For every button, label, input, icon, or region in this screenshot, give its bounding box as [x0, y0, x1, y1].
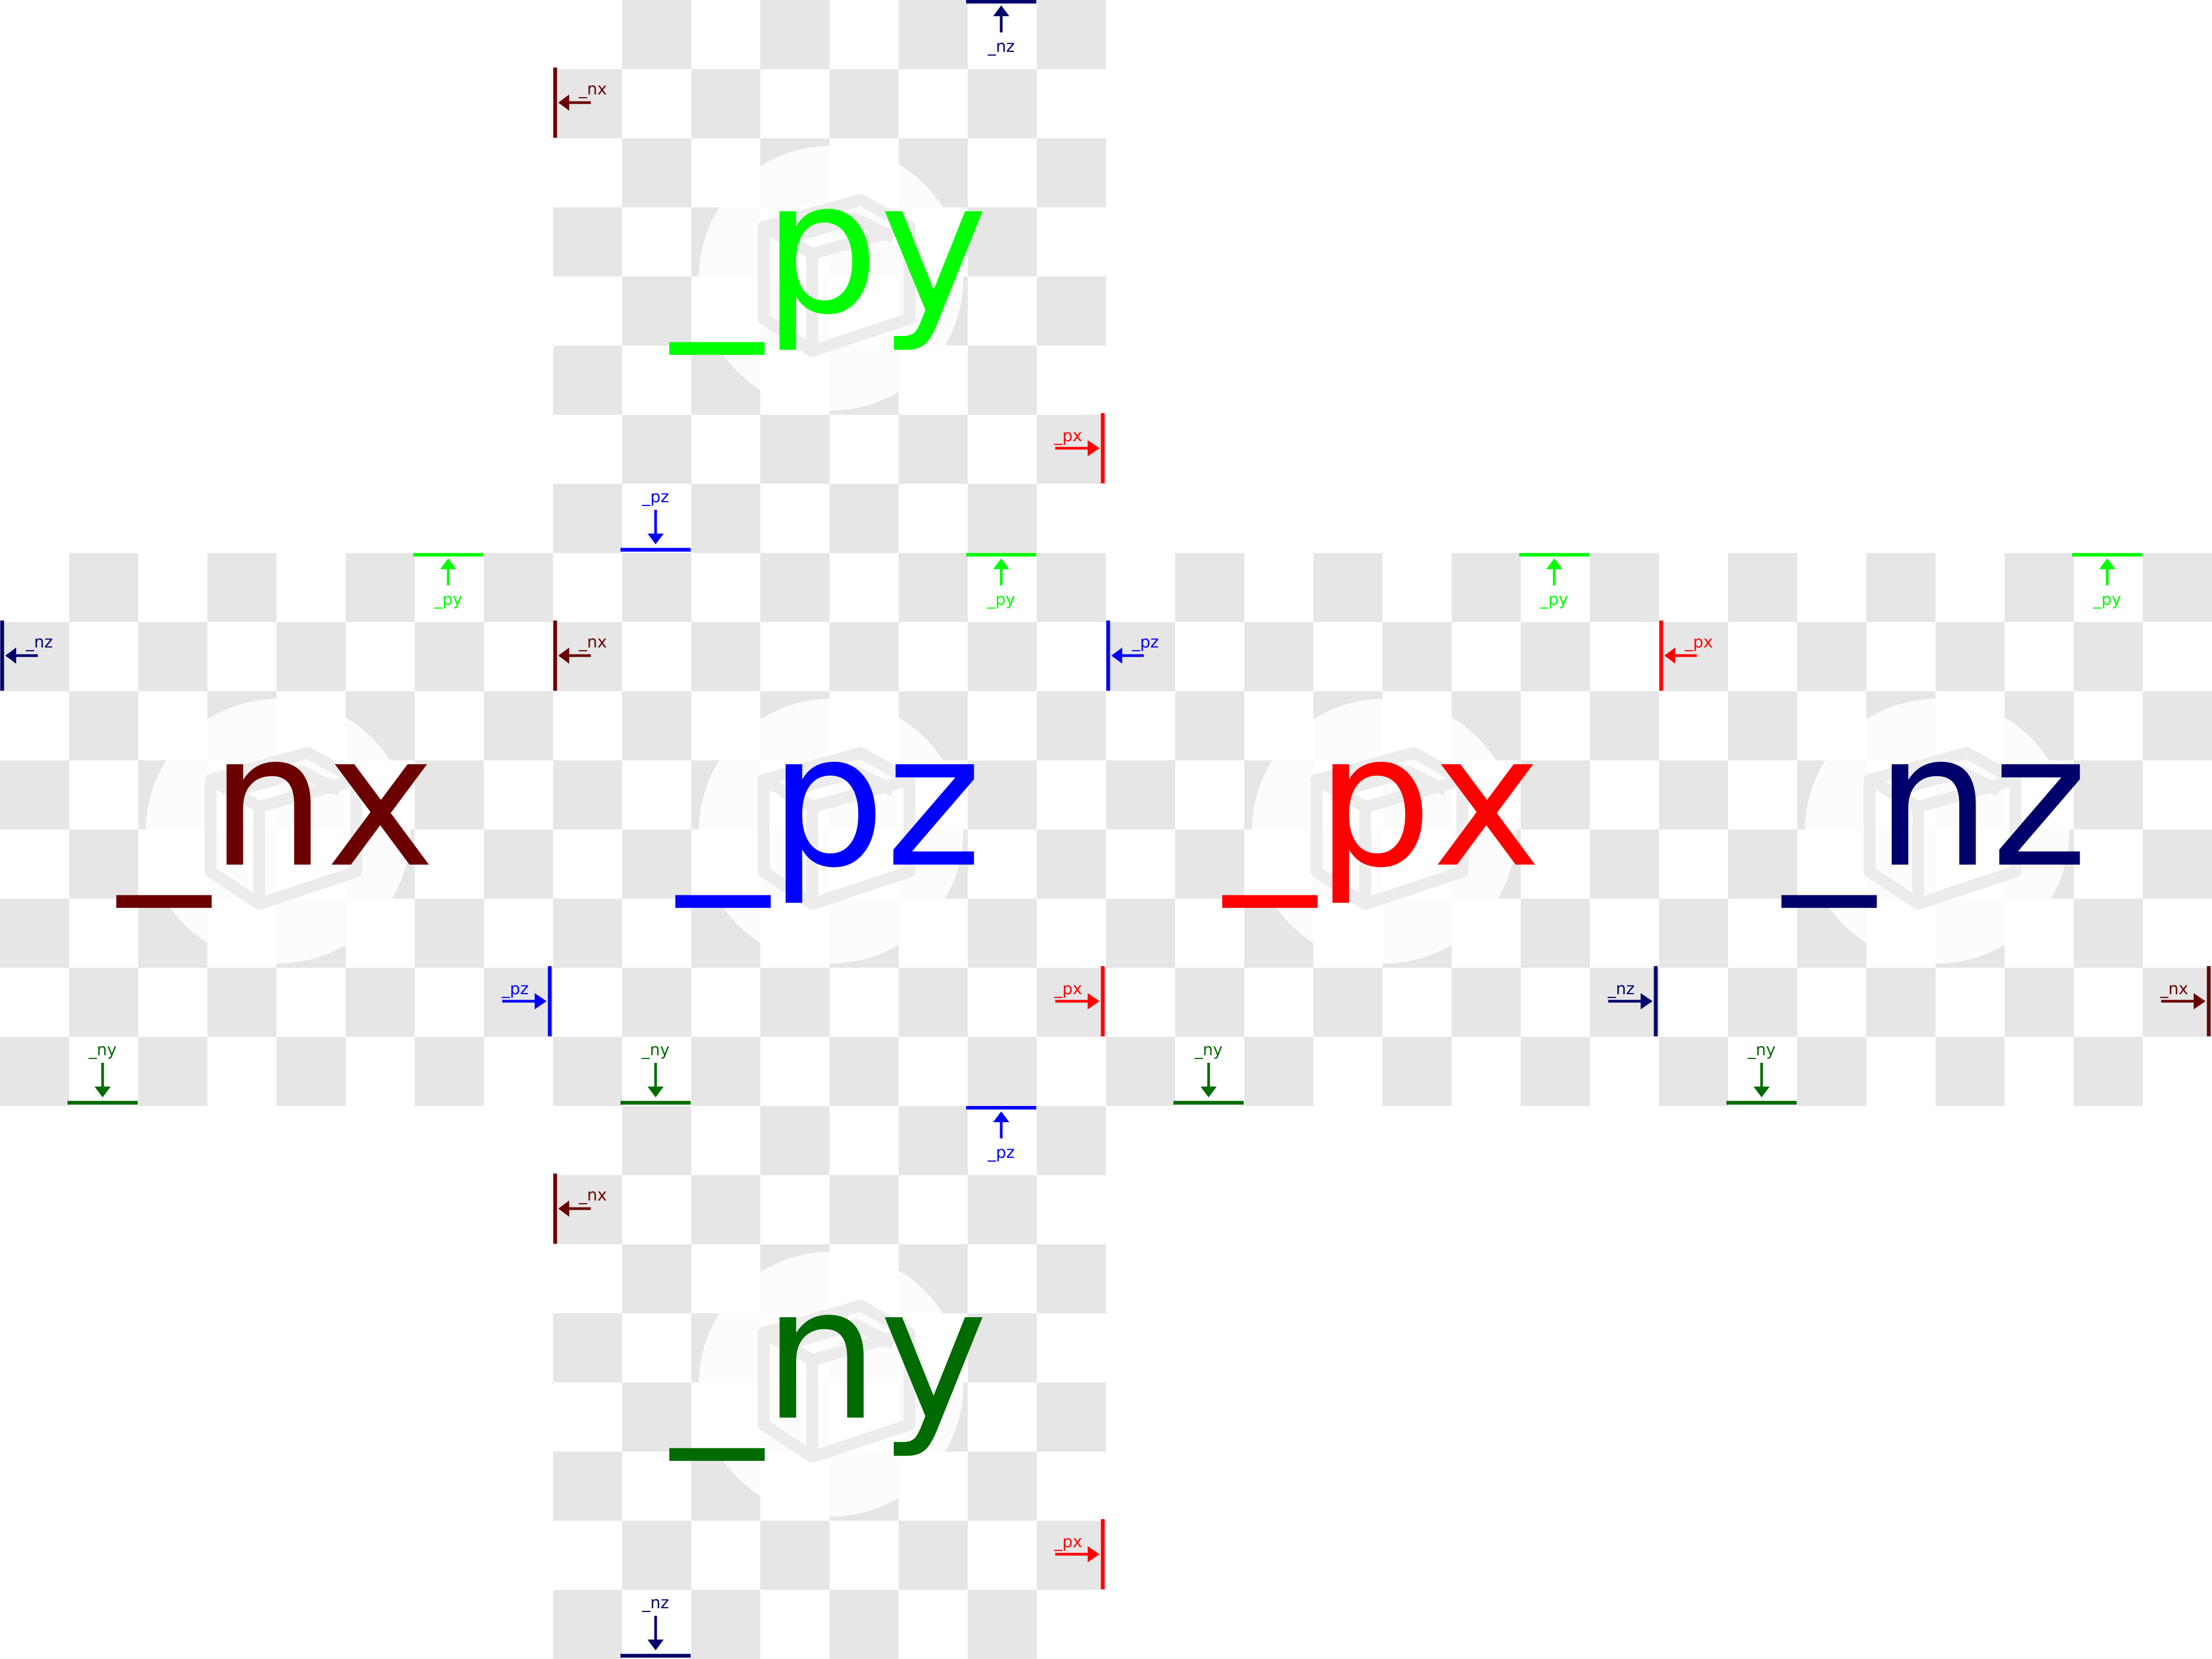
cube-logo-icon — [758, 194, 915, 357]
face-pz: _pz _py _nx _px _ny — [553, 553, 1106, 1106]
edge-marker-label: _px — [1684, 633, 1713, 652]
edge-marker-label: _px — [1054, 1533, 1082, 1552]
edge-marker-label: _ny — [88, 1041, 117, 1060]
arrow-icon: _pz — [966, 1106, 1036, 1162]
edge-marker-label: _nx — [2160, 980, 2188, 999]
cube-logo-icon — [205, 747, 362, 910]
edge-marker-label: _nz — [642, 1594, 669, 1613]
edge-marker-label: _nz — [1607, 980, 1635, 999]
edge-marker-label: _py — [1540, 590, 1568, 609]
arrow-icon: _pz — [501, 966, 552, 1036]
face-label-py: _py — [671, 141, 988, 355]
face-nx: _nx _py _nz _pz _ny — [0, 553, 553, 1106]
cube-logo-icon — [699, 146, 963, 410]
edge-marker-bottom: _ny — [68, 1039, 138, 1106]
arrow-icon: _nz — [966, 0, 1036, 56]
arrow-icon: _nx — [2160, 966, 2211, 1036]
edge-marker-right: _nx — [2160, 966, 2212, 1036]
edge-marker-label: _px — [1054, 427, 1082, 446]
edge-marker-right: _nz — [1607, 966, 1659, 1036]
edge-marker-left: _px — [1659, 621, 1718, 691]
edge-marker-bottom: _ny — [1727, 1039, 1797, 1106]
arrow-icon: _px — [1054, 966, 1105, 1036]
cube-logo-icon — [1864, 747, 2021, 910]
edge-marker-label: _pz — [642, 488, 669, 507]
arrow-icon: _nz — [0, 621, 53, 691]
edge-marker-label: _ny — [1747, 1041, 1776, 1060]
edge-marker-bottom: _ny — [1174, 1039, 1244, 1106]
arrow-icon: _ny — [68, 1041, 138, 1105]
arrow-icon: _nx — [553, 1174, 607, 1244]
cube-logo-icon — [758, 747, 915, 910]
edge-marker-label: _py — [987, 590, 1015, 609]
face-nz: _nz _py _px _nx _ny — [1659, 553, 2212, 1106]
arrow-icon: _pz — [621, 488, 691, 552]
cube-logo-icon — [1252, 699, 1516, 963]
edge-marker-label: _nz — [987, 37, 1015, 56]
face-px: _px _py _pz _nz _ny — [1106, 553, 1659, 1106]
edge-marker-right: _pz — [501, 966, 553, 1036]
cube-logo-icon — [699, 699, 963, 963]
arrow-icon: _pz — [1106, 621, 1159, 691]
edge-marker-label: _px — [1054, 980, 1082, 999]
edge-marker-top: _pz — [966, 1106, 1036, 1165]
face-label-px: _px — [1224, 694, 1541, 908]
arrow-icon: _ny — [1174, 1041, 1244, 1105]
arrow-icon: _py — [1519, 553, 1589, 609]
cube-logo-icon — [146, 699, 410, 963]
edge-marker-left: _nz — [0, 621, 59, 691]
edge-marker-label: _py — [434, 590, 462, 609]
edge-marker-right: _px — [1054, 1519, 1106, 1589]
cube-logo-icon — [1805, 699, 2069, 963]
arrow-icon: _nz — [1607, 966, 1658, 1036]
face-py: _py _nz _nx _px _pz — [553, 0, 1106, 553]
edge-marker-left: _nx — [553, 621, 612, 691]
arrow-icon: _py — [413, 553, 483, 609]
cube-logo-icon — [699, 1252, 963, 1516]
edge-marker-top: _py — [2072, 553, 2142, 612]
edge-marker-label: _ny — [641, 1041, 670, 1060]
edge-marker-label: _pz — [501, 980, 529, 999]
arrow-icon: _py — [2072, 553, 2142, 609]
face-label-nz: _nz — [1783, 694, 2088, 908]
arrow-icon: _nz — [621, 1594, 691, 1658]
edge-marker-left: _nx — [553, 1174, 612, 1244]
arrow-icon: _py — [966, 553, 1036, 609]
edge-marker-label: _py — [2093, 590, 2121, 609]
edge-marker-bottom: _ny — [621, 1039, 691, 1106]
edge-marker-label: _nx — [578, 80, 607, 99]
face-label-nx: _nx — [118, 694, 435, 908]
arrow-icon: _ny — [621, 1041, 691, 1105]
cube-logo-icon — [758, 1300, 915, 1463]
edge-marker-label: _nz — [25, 633, 53, 652]
edge-marker-top: _py — [413, 553, 483, 612]
edge-marker-top: _py — [1519, 553, 1589, 612]
face-label-ny: _ny — [671, 1247, 988, 1461]
arrow-icon: _ny — [1727, 1041, 1797, 1105]
edge-marker-right: _px — [1054, 413, 1106, 483]
face-ny: _ny _pz _nx _px _nz — [553, 1106, 1106, 1659]
face-label-pz: _pz — [677, 694, 982, 908]
edge-marker-left: _pz — [1106, 621, 1165, 691]
arrow-icon: _nx — [553, 621, 607, 691]
edge-marker-label: _pz — [987, 1143, 1015, 1162]
arrow-icon: _px — [1054, 413, 1105, 483]
edge-marker-bottom: _nz — [621, 1592, 691, 1659]
edge-marker-bottom: _pz — [621, 486, 691, 553]
arrow-icon: _nx — [553, 68, 607, 138]
arrow-icon: _px — [1659, 621, 1713, 691]
cube-logo-icon — [1311, 747, 1468, 910]
arrow-icon: _px — [1054, 1519, 1105, 1589]
edge-marker-label: _nx — [578, 1186, 607, 1205]
edge-marker-label: _pz — [1131, 633, 1159, 652]
edge-marker-label: _nx — [578, 633, 607, 652]
edge-marker-top: _nz — [966, 0, 1036, 59]
edge-marker-label: _ny — [1194, 1041, 1223, 1060]
edge-marker-right: _px — [1054, 966, 1106, 1036]
edge-marker-left: _nx — [553, 68, 612, 138]
edge-marker-top: _py — [966, 553, 1036, 612]
